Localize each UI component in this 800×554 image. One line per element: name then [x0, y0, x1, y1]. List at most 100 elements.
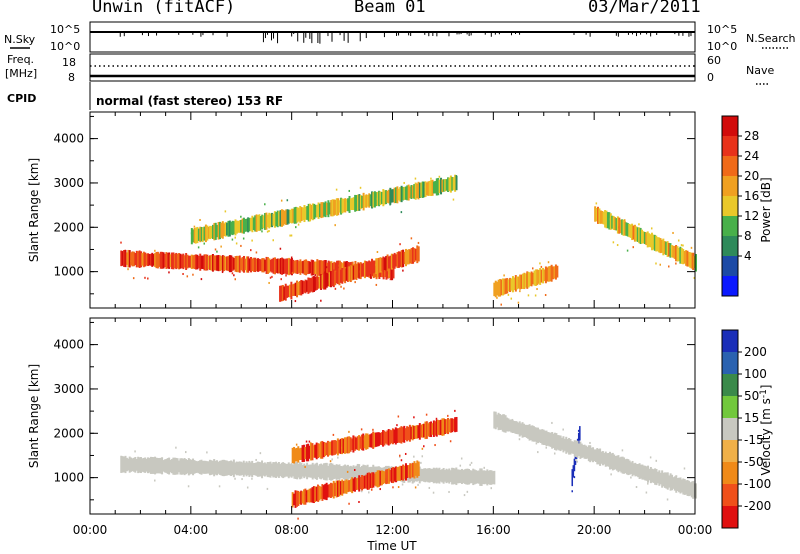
power-echo-cell [315, 276, 318, 290]
power-echo-cell [646, 231, 649, 248]
power-echo-speckle [403, 181, 405, 184]
velocity-echo-cell [507, 418, 510, 432]
power-echo-speckle [385, 271, 387, 274]
power-echo-speckle [656, 238, 659, 241]
power-echo-speckle [216, 250, 218, 253]
velocity-colorbar-tick-label: 15 [744, 411, 759, 425]
velocity-echo-cell [308, 445, 311, 459]
power-echo-cell [622, 219, 625, 236]
power-echo-cell [258, 214, 261, 231]
velocity-echo-speckle [294, 457, 296, 460]
power-echo-cell [385, 255, 388, 271]
velocity-echo-speckle [459, 464, 462, 467]
velocity-echo-speckle [331, 486, 333, 489]
velocity-echo-cell [204, 460, 207, 474]
power-echo-speckle [245, 268, 248, 271]
power-echo-cell [595, 208, 598, 222]
velocity-echo-speckle [334, 473, 336, 476]
power-echo-speckle [540, 265, 543, 268]
power-echo-cell [633, 224, 636, 242]
power-echo-cell [264, 259, 267, 272]
power-echo-cell [275, 212, 278, 227]
velocity-echo-cell [596, 448, 599, 465]
velocity-echo-speckle [196, 469, 198, 472]
velocity-echo-cell [349, 437, 352, 452]
power-echo-cell [643, 232, 646, 245]
power-echo-cell [369, 194, 372, 207]
velocity-echo-cell [123, 456, 126, 473]
power-echo-cell [389, 187, 392, 205]
power-colorbar-swatch [722, 156, 738, 177]
power-echo-speckle [424, 185, 427, 188]
power-echo-speckle [598, 210, 600, 213]
power-echo-cell [165, 252, 168, 269]
velocity-echo-speckle [385, 478, 387, 481]
power-echo-speckle [438, 175, 441, 178]
power-echo-cell [306, 206, 309, 220]
velocity-echo-cell [410, 426, 413, 440]
velocity-echo-cell [455, 416, 458, 432]
power-echo-speckle [544, 294, 547, 297]
velocity-colorbar-tick-label: -100 [744, 477, 771, 491]
velocity-echo-cell [317, 465, 320, 478]
power-echo-cell [330, 261, 333, 277]
power-echo-cell [224, 222, 227, 237]
power-echo-cell [383, 257, 386, 271]
velocity-echo-speckle [425, 413, 428, 416]
power-echo-speckle [500, 303, 502, 306]
velocity-echo-cell [221, 459, 224, 477]
power-echo-cell [317, 260, 320, 276]
velocity-echo-cell [628, 460, 631, 475]
power-echo-speckle [282, 267, 284, 270]
power-echo-cell [228, 255, 231, 273]
velocity-echo-cell [131, 458, 134, 472]
power-echo-speckle [435, 191, 438, 194]
velocity-echo-cell [211, 460, 214, 475]
power-echo-cell [182, 253, 185, 270]
velocity-echo-cell [571, 469, 574, 487]
power-echo-cell [211, 254, 214, 272]
velocity-echo-cell [294, 448, 297, 462]
velocity-echo-speckle [360, 428, 363, 431]
velocity-echo-cell [432, 467, 435, 484]
velocity-echo-cell [373, 432, 376, 448]
power-echo-cell [507, 279, 510, 292]
power-echo-cell [352, 265, 355, 280]
velocity-colorbar-swatch [722, 440, 738, 463]
velocity-echo-cell [365, 433, 368, 450]
velocity-echo-speckle [346, 470, 349, 473]
power-echo-cell [300, 261, 303, 274]
velocity-echo-cell [566, 439, 569, 453]
velocity-echo-speckle [241, 478, 243, 481]
velocity-echo-cell [135, 459, 138, 471]
velocity-echo-cell [435, 467, 438, 484]
power-echo-cell [413, 248, 416, 263]
velocity-echo-cell [551, 431, 554, 449]
freq-label-2: [MHz] [5, 67, 37, 80]
velocity-echo-cell [453, 468, 456, 484]
velocity-echo-cell [510, 419, 513, 433]
power-echo-speckle [234, 236, 236, 239]
velocity-echo-cell [493, 411, 496, 429]
velocity-echo-cell [692, 481, 695, 499]
velocity-echo-cell [394, 427, 397, 445]
velocity-echo-cell [310, 464, 313, 478]
power-echo-speckle [203, 242, 206, 245]
freq-tick-high: 18 [62, 56, 76, 69]
velocity-echo-cell [362, 475, 365, 490]
velocity-echo-cell [312, 445, 315, 458]
power-echo-cell [371, 258, 374, 276]
power-echo-cell [250, 256, 253, 273]
velocity-echo-speckle [585, 448, 587, 451]
power-colorbar-tick-label: 24 [744, 149, 759, 163]
power-echo-cell [392, 254, 395, 269]
power-echo-speckle [273, 211, 276, 214]
power-echo-speckle [376, 197, 379, 200]
velocity-echo-cell [326, 440, 329, 457]
power-echo-speckle [299, 270, 301, 273]
velocity-echo-cell [245, 461, 248, 477]
velocity-echo-cell [491, 471, 494, 485]
velocity-echo-speckle [396, 424, 398, 427]
